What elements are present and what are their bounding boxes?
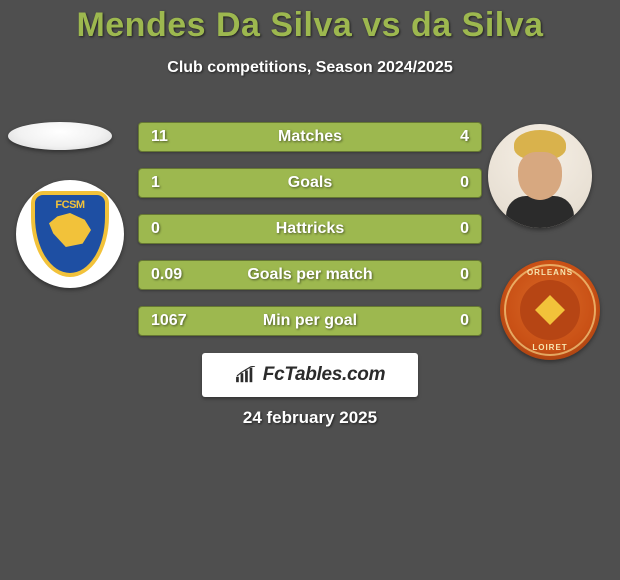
stat-label: Min per goal [139,312,481,330]
stat-p1-value: 11 [151,128,168,146]
stat-row-hattricks: 0 Hattricks 0 [138,214,482,244]
stat-label: Goals per match [139,266,481,284]
stat-label: Goals [139,174,481,192]
vs-separator: vs [362,6,401,44]
stat-row-matches: 11 Matches 4 [138,122,482,152]
player2-avatar [488,124,592,228]
stat-p2-value: 0 [460,266,469,284]
stat-p1-value: 0.09 [151,266,182,284]
brand-watermark: FcTables.com [202,353,418,397]
player2-name: da Silva [411,6,544,44]
comparison-subtitle: Club competitions, Season 2024/2025 [0,59,620,77]
stat-p2-value: 0 [460,220,469,238]
stat-row-goals-per-match: 0.09 Goals per match 0 [138,260,482,290]
date-stamp: 24 february 2025 [0,408,620,428]
lion-icon [49,213,91,247]
stat-p2-value: 4 [460,128,469,146]
stat-p1-value: 0 [151,220,160,238]
club1-crest: FCSM [16,180,124,288]
stat-p2-value: 0 [460,174,469,192]
player1-avatar [8,122,112,150]
stat-row-goals: 1 Goals 0 [138,168,482,198]
stat-label: Hattricks [139,220,481,238]
club2-text-bottom: LOIRET [500,343,600,352]
club1-abbrev: FCSM [55,199,84,211]
stat-label: Matches [139,128,481,146]
bar-chart-icon [235,366,257,384]
comparison-title: Mendes Da Silva vs da Silva [0,0,620,45]
club2-crest: ORLEANS LOIRET [500,260,600,360]
player1-name: Mendes Da Silva [76,6,352,44]
stat-p1-value: 1 [151,174,160,192]
stat-p2-value: 0 [460,312,469,330]
brand-text: FcTables.com [263,364,385,386]
club2-text-top: ORLEANS [500,268,600,277]
stat-row-min-per-goal: 1067 Min per goal 0 [138,306,482,336]
stat-p1-value: 1067 [151,312,187,330]
